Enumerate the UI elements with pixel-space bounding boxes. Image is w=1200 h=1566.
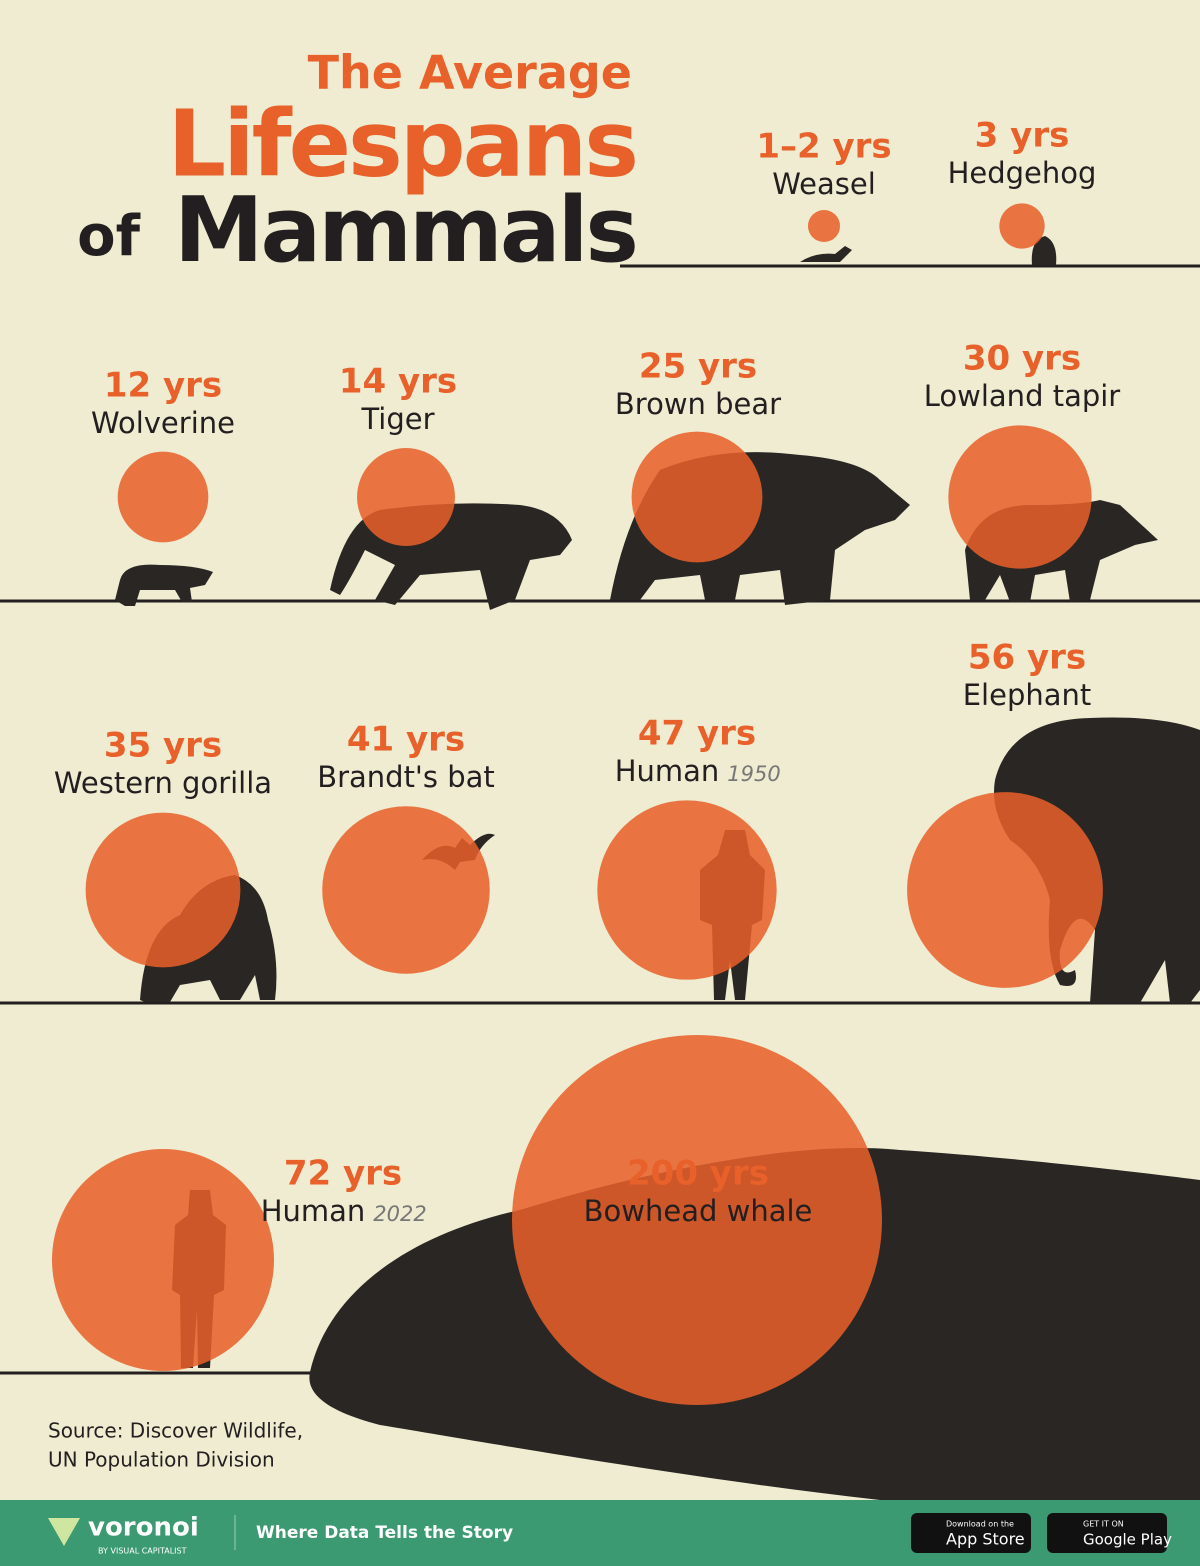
value-label: 3 yrs: [975, 116, 1070, 156]
animal-name: Tiger: [360, 402, 434, 436]
lifespan-circle: [117, 451, 209, 543]
animal-name: Weasel: [772, 167, 876, 201]
brand: voronoi: [88, 1513, 199, 1543]
tagline: Where Data Tells the Story: [256, 1523, 513, 1543]
animal-name: Brown bear: [615, 387, 781, 421]
hedgehog-silhouette: [1031, 236, 1057, 265]
title-line: The Average: [308, 46, 632, 100]
app-store-button[interactable]: [911, 1513, 1031, 1553]
value-label: 56 yrs: [968, 638, 1086, 678]
lifespan-circle: [631, 431, 763, 563]
google-play-small: GET IT ON: [1083, 1520, 1124, 1529]
lifespan-circle: [597, 800, 777, 980]
lifespan-circle: [52, 1149, 274, 1371]
lifespan-circle: [948, 425, 1092, 569]
value-label: 200 yrs: [627, 1154, 769, 1194]
value-label: 1–2 yrs: [756, 127, 891, 167]
lifespan-circle: [907, 792, 1103, 988]
baselines: [0, 264, 1200, 1375]
lifespan-circle: [322, 806, 490, 974]
value-label: 72 yrs: [284, 1154, 402, 1194]
title-line: Mammals: [174, 178, 636, 283]
value-label: 12 yrs: [104, 366, 222, 406]
year-note: 2022: [373, 1202, 426, 1226]
animal-name: Bowhead whale: [584, 1194, 813, 1228]
animal-name: Lowland tapir: [924, 379, 1121, 413]
animal-name: Wolverine: [91, 406, 235, 440]
lifespan-circle: [999, 203, 1045, 249]
footer: voronoi BY VISUAL CAPITALIST Where Data …: [0, 1500, 1200, 1566]
value-label: 14 yrs: [339, 362, 457, 402]
value-label: 30 yrs: [963, 339, 1081, 379]
lifespan-circle: [807, 209, 841, 243]
wolverine-silhouette: [115, 564, 213, 606]
animal-name: Brandt's bat: [317, 760, 495, 794]
animal-name: Human: [615, 754, 720, 788]
lifespan-circle: [512, 1035, 882, 1405]
value-label: 47 yrs: [638, 714, 756, 754]
source: Source: Discover Wildlife,: [48, 1419, 303, 1443]
google-play-button[interactable]: [1047, 1513, 1167, 1553]
title-line: Lifespans: [167, 90, 636, 197]
animal-name: Human: [261, 1194, 366, 1228]
animal-name: Hedgehog: [948, 156, 1097, 190]
lifespan-circle: [85, 812, 241, 968]
weasel-silhouette: [800, 246, 852, 262]
animal-name: Western gorilla: [54, 766, 272, 800]
app-store-label: App Store: [946, 1530, 1025, 1549]
brand-sub: BY VISUAL CAPITALIST: [98, 1547, 187, 1556]
title-line: of: [77, 204, 140, 269]
google-play-label: Google Play: [1083, 1531, 1172, 1549]
value-label: 25 yrs: [639, 347, 757, 387]
value-label: 35 yrs: [104, 726, 222, 766]
animal-name: Elephant: [963, 678, 1092, 712]
lifespan-circle: [357, 448, 455, 546]
value-label: 41 yrs: [347, 720, 465, 760]
app-store-small: Download on the: [946, 1520, 1014, 1529]
brand-logo: [48, 1518, 80, 1546]
year-note: 1950: [727, 762, 780, 786]
source: UN Population Division: [48, 1448, 275, 1472]
